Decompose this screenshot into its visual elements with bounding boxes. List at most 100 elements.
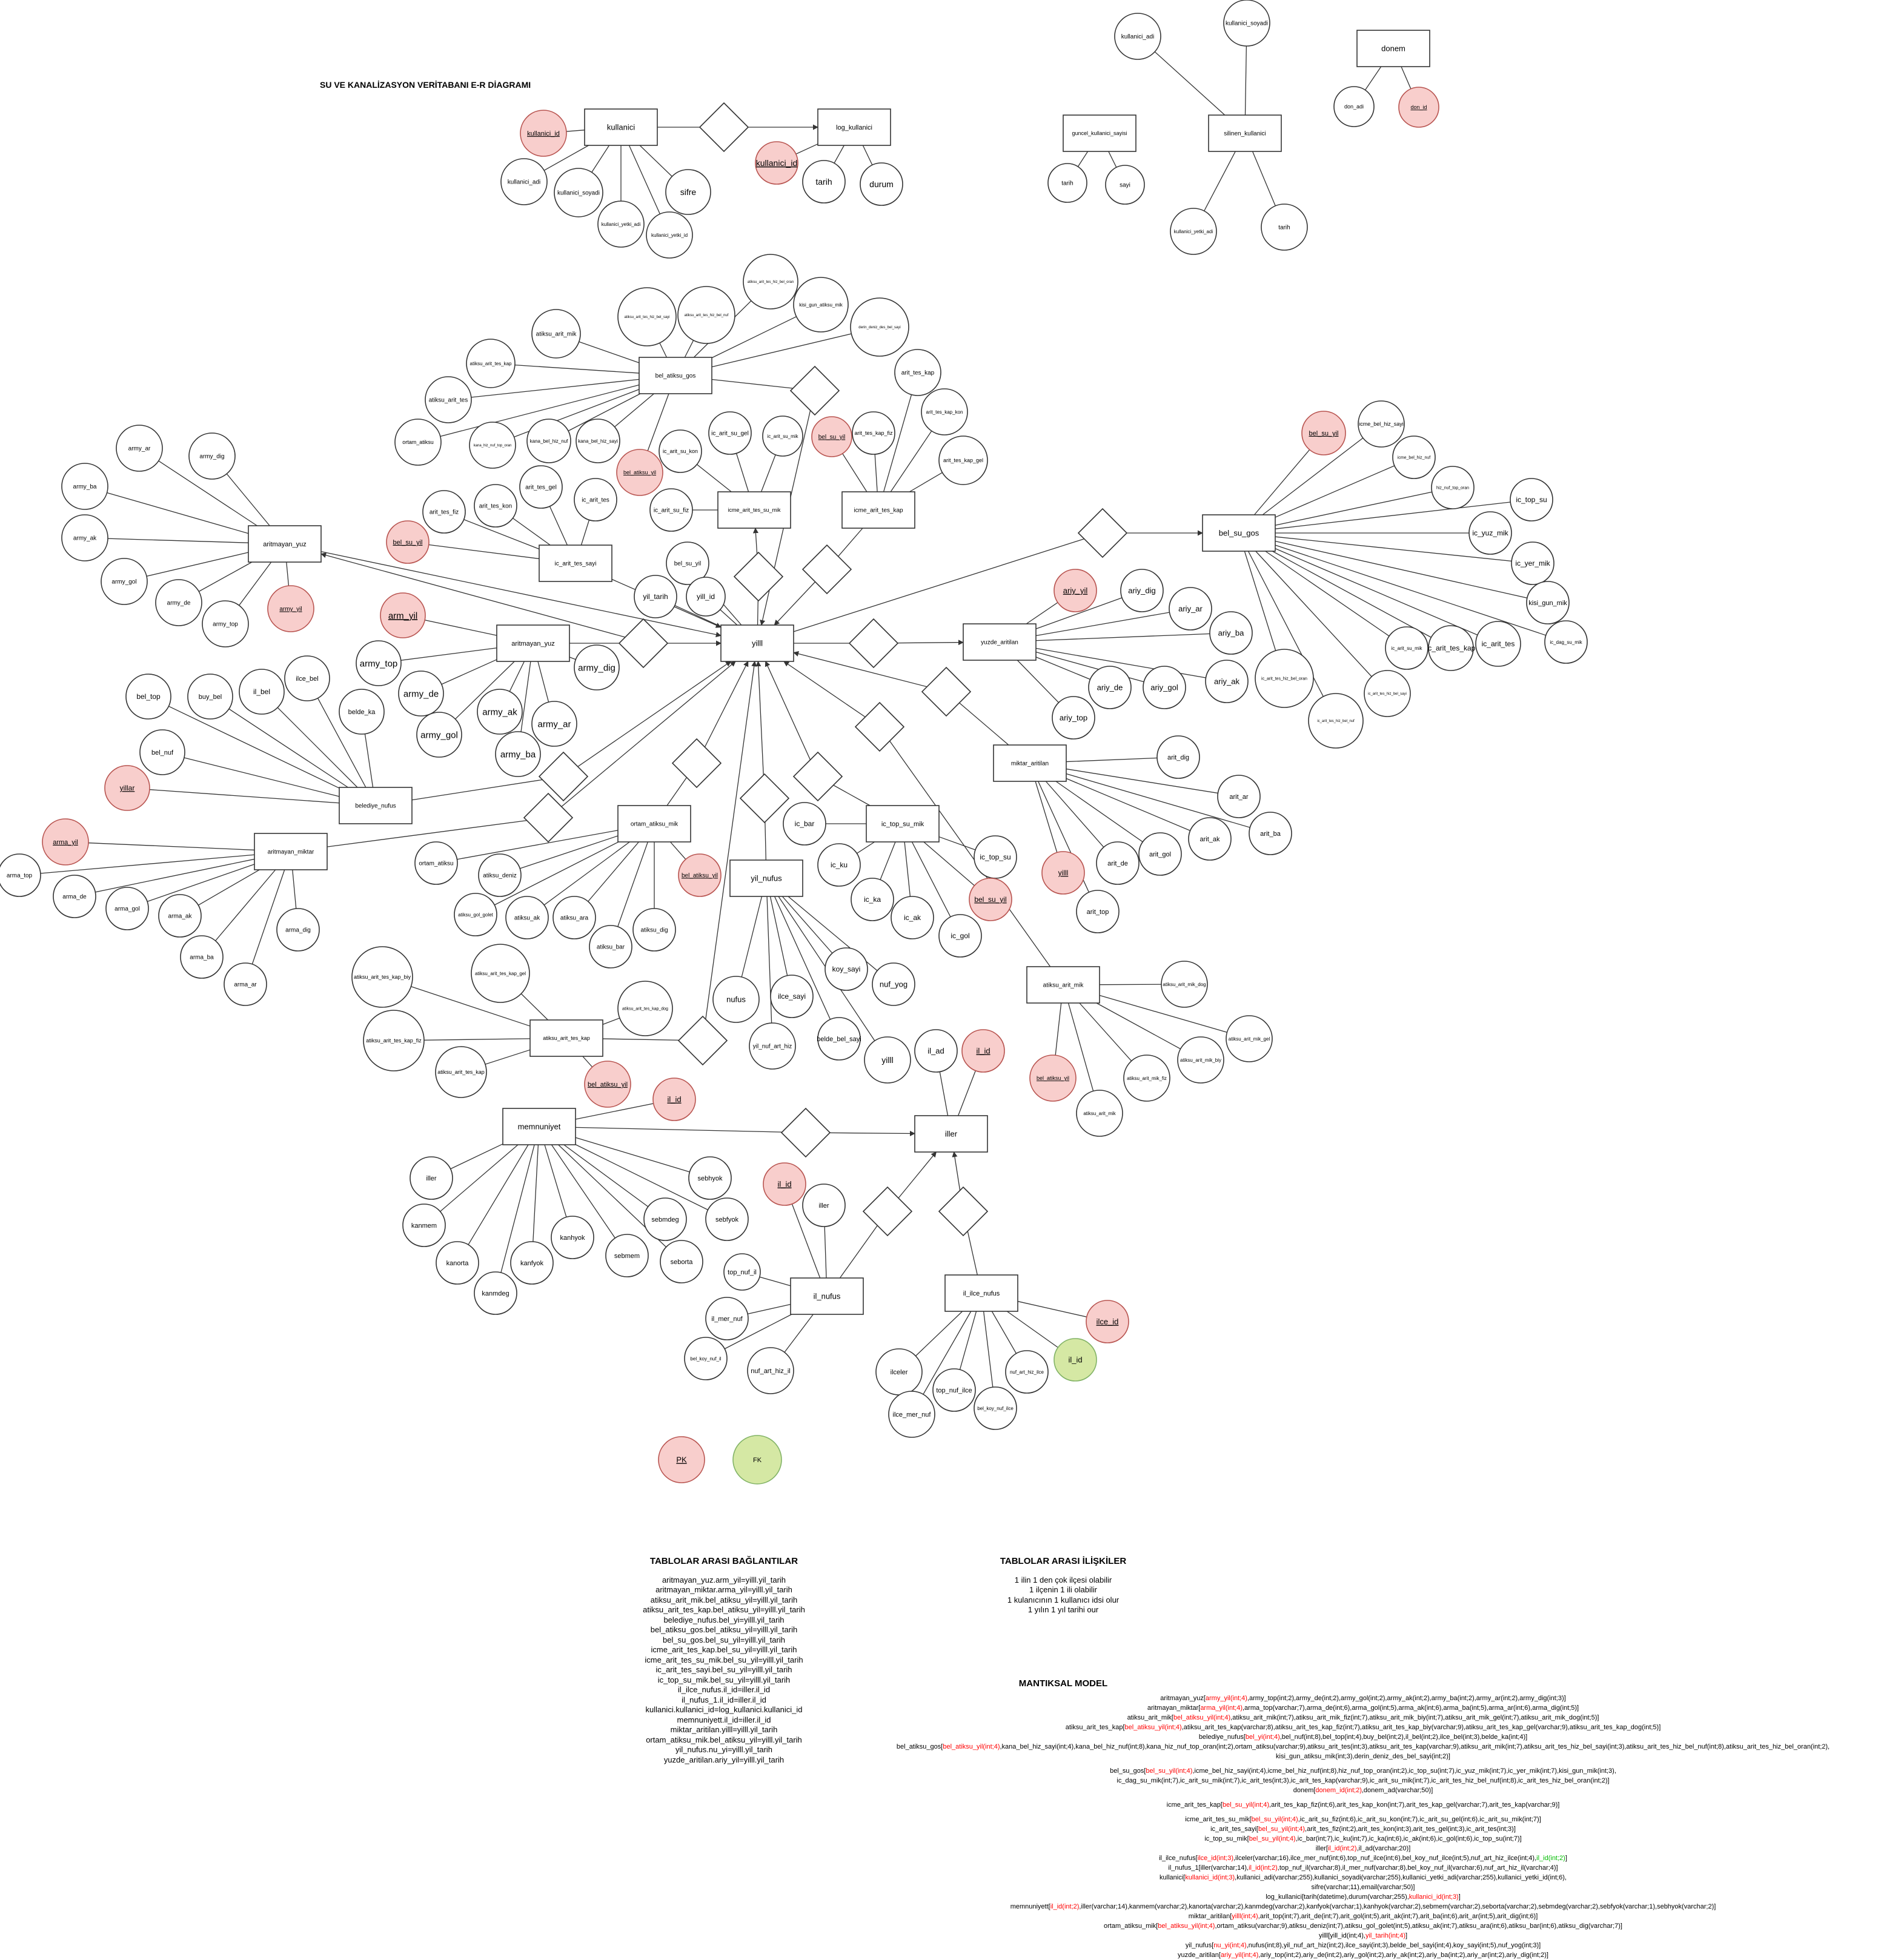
attribute-ic-gol[interactable]: ic_gol [938,914,982,958]
entity-ic-arit-tes[interactable]: ic_arit_tes_sayi [539,545,612,582]
relationship-diamond[interactable] [1077,508,1128,558]
relationship-diamond[interactable] [677,1015,728,1066]
attribute-ariy-ar[interactable]: ariy_ar [1169,587,1212,631]
entity-miktar[interactable]: miktar_aritilan [993,744,1067,782]
attribute-arma-yil[interactable]: arma_yil [42,818,89,866]
attribute-atiksu-arit-tes-kap-fiz[interactable]: atiksu_arit_tes_kap_fiz [363,1010,425,1071]
attribute-ariy-ak[interactable]: ariy_ak [1205,660,1249,703]
relationship-diamond[interactable] [862,1186,913,1237]
attribute-seborta[interactable]: seborta [660,1240,703,1283]
attribute-ic-arit-tes-hiz-bel-sayi[interactable]: ic_arit_tes_hiz_bel_sayi [1364,670,1411,717]
attribute-ic-arit-su-mik[interactable]: ic_arit_su_mik [762,416,803,457]
attribute-ariy-top[interactable]: ariy_top [1052,696,1095,740]
attribute-nuf-art-hiz-il[interactable]: nuf_art_hiz_il [747,1347,794,1394]
relationship-diamond[interactable] [789,365,840,416]
attribute-kisi-gun-mik[interactable]: kisi_gun_mik [1526,581,1570,624]
attribute-ic-bar[interactable]: ic_bar [783,802,826,846]
entity-arit-yuz2[interactable]: aritmayan_yuz [496,624,570,662]
attribute-sebhyok[interactable]: sebhyok [688,1156,732,1200]
attribute-ic-ka[interactable]: ic_ka [851,878,894,921]
attribute-ilce-bel[interactable]: ilce_bel [284,655,330,701]
attribute-ortam-atiksu[interactable]: ortam_atiksu [394,419,442,466]
attribute-ic-arit-tes-hiz-bel-oran[interactable]: ic_arit_tes_hiz_bel_oran [1255,649,1314,708]
attribute-icme-bel-hiz-sayi[interactable]: icme_bel_hiz_sayi [1358,400,1405,448]
attribute-army-top[interactable]: army_top [202,600,249,647]
attribute-kanorta[interactable]: kanorta [436,1241,479,1285]
attribute-arit-tes-gel[interactable]: arit_tes_gel [519,465,563,509]
attribute-koy-sayi[interactable]: koy_sayi [825,947,868,991]
attribute-kullanici-yetki-id[interactable]: kullanici_yetki_id [646,211,693,259]
attribute-il-id[interactable]: il_id [652,1078,696,1121]
attribute-il-id[interactable]: il_id [1053,1338,1097,1382]
attribute-ic-arit-tes-hiz-bel-nuf[interactable]: ic_arit_tes_hiz_bel_nuf [1308,693,1364,749]
attribute-sifre[interactable]: sifre [665,169,711,215]
attribute-ariy-de[interactable]: ariy_de [1088,666,1132,709]
entity-guncel[interactable]: guncel_kullanici_sayisi [1063,114,1136,152]
attribute-pk[interactable]: PK [658,1436,705,1483]
attribute-arit-dig[interactable]: arit_dig [1156,735,1200,779]
entity-ic-top[interactable]: ic_top_su_mik [866,805,940,843]
attribute-army-ak[interactable]: army_ak [61,514,108,561]
attribute-army-gol[interactable]: army_gol [101,558,148,605]
attribute-arit-tes-kap-kon[interactable]: arit_tes_kap_kon [921,388,968,435]
attribute-arit-tes-kap-gel[interactable]: arit_tes_kap_gel [938,435,988,485]
attribute-ortam-atiksu[interactable]: ortam_atiksu [414,841,458,885]
attribute-sayi[interactable]: sayi [1105,165,1145,205]
attribute-arit-tes-kap-fiz[interactable]: arit_tes_kap_fiz [852,411,895,455]
attribute-bel-su-yil[interactable]: bel_su_yil [1301,411,1346,455]
attribute-ilce-id[interactable]: ilce_id [1086,1300,1129,1343]
attribute-arm-yil[interactable]: arm_yil [380,592,426,638]
attribute-ic-top-su2[interactable]: ic_top_su [974,835,1017,879]
relationship-diamond[interactable] [618,618,669,669]
attribute-kisi-gun-atiksu-mik[interactable]: kisi_gun_atiksu_mik [793,277,849,333]
entity-icme-kap[interactable]: icme_arit_tes_kap [841,491,915,529]
attribute-atiksu-arit-mik-kim[interactable]: atiksu_arit_mik [1076,1090,1123,1137]
attribute-atiksu-arit-tes-hiz-bel-sayi[interactable]: atiksu_arit_tes_hiz_bel_sayi [617,287,677,346]
attribute-ic-arit-su-kon[interactable]: ic_arit_su_kon [659,429,702,473]
attribute-yilll-attr[interactable]: yilll [864,1036,911,1084]
attribute-arma-ba[interactable]: arma_ba [180,935,224,979]
entity-silinen[interactable]: silinen_kullanici [1208,114,1282,152]
attribute-don-id[interactable]: don_id [1398,87,1439,128]
entity-belediye[interactable]: belediye_nufus [339,787,413,824]
attribute-ic-arit-tes[interactable]: ic_arit_tes [574,478,617,521]
attribute-icme-bel-hiz-nuf[interactable]: icme_bel_hiz_nuf [1392,435,1436,479]
attribute-atiksu-ara[interactable]: atiksu_ara [552,896,596,939]
attribute-buy-bel[interactable]: buy_bel [187,674,233,720]
attribute-sebmdeg[interactable]: sebmdeg [643,1197,687,1241]
entity-donem[interactable]: donem [1356,30,1430,67]
attribute-sebfyok[interactable]: sebfyok [705,1197,749,1241]
attribute-atiksu-bar[interactable]: atiksu_bar [589,925,632,968]
entity-bel-atiksu-gos[interactable]: bel_atiksu_gos [639,357,712,394]
attribute-ic-dag-su-mik[interactable]: ic_dag_su_mik [1544,620,1588,664]
attribute-atiksu-arit-tes-kap[interactable]: atiksu_arit_tes_kap [466,339,516,388]
attribute-bel-top[interactable]: bel_top [125,674,171,720]
attribute-ic-yuz-mik[interactable]: ic_yuz_mik [1468,511,1512,555]
entity-memnuniyet[interactable]: memnuniyet [502,1108,576,1145]
attribute-atiksu-arit-mik-gel[interactable]: atiksu_arit_mik_gel [1226,1015,1273,1062]
attribute-ic-arit-su-gel[interactable]: ic_arit_su_gel [708,411,752,455]
attribute-iller[interactable]: iller [410,1156,453,1200]
attribute-bel-atiksu-yil[interactable]: bel_atiksu_yil [1029,1054,1077,1102]
attribute-arma-de[interactable]: arma_de [53,875,96,918]
entity-arit-miktar[interactable]: aritmayan_miktar [254,833,328,870]
attribute-don-adi[interactable]: don_adi [1333,86,1375,127]
attribute-ic-top-su[interactable]: ic_top_su [1510,478,1553,521]
attribute-ilce-mer-nuf[interactable]: ilce_mer_nuf [888,1391,935,1438]
attribute-army-de[interactable]: army_de [155,579,202,626]
attribute-arma-ak[interactable]: arma_ak [158,894,202,938]
attribute-arit-top[interactable]: arit_top [1076,890,1120,933]
attribute-iller[interactable]: iller [802,1184,846,1227]
entity-arit-yuz1[interactable]: aritmayan_yuz [248,525,322,563]
attribute-kullanici-adi[interactable]: kullanici_adi [500,158,548,205]
attribute-ariy-yil[interactable]: ariy_yil [1053,569,1097,612]
relationship-diamond[interactable] [671,738,722,789]
attribute-atiksu-arit-mik-biy[interactable]: atiksu_arit_mik_biy [1177,1036,1224,1084]
attribute-arit-tes-fiz[interactable]: arit_tes_fiz [422,490,466,534]
attribute-atiksu-dig[interactable]: atiksu_dig [632,908,676,952]
attribute-ic-ku[interactable]: ic_ku [817,843,861,887]
attribute-fk[interactable]: FK [732,1435,782,1485]
attribute-ic-arit-tes[interactable]: ic_arit_tes [1475,621,1521,667]
attribute-kana-hiz-nuf-top-oran[interactable]: kana_hiz_nuf_top_oran [469,422,516,469]
attribute-atiksu-gol-golet[interactable]: atiksu_gol_golet [454,893,497,936]
